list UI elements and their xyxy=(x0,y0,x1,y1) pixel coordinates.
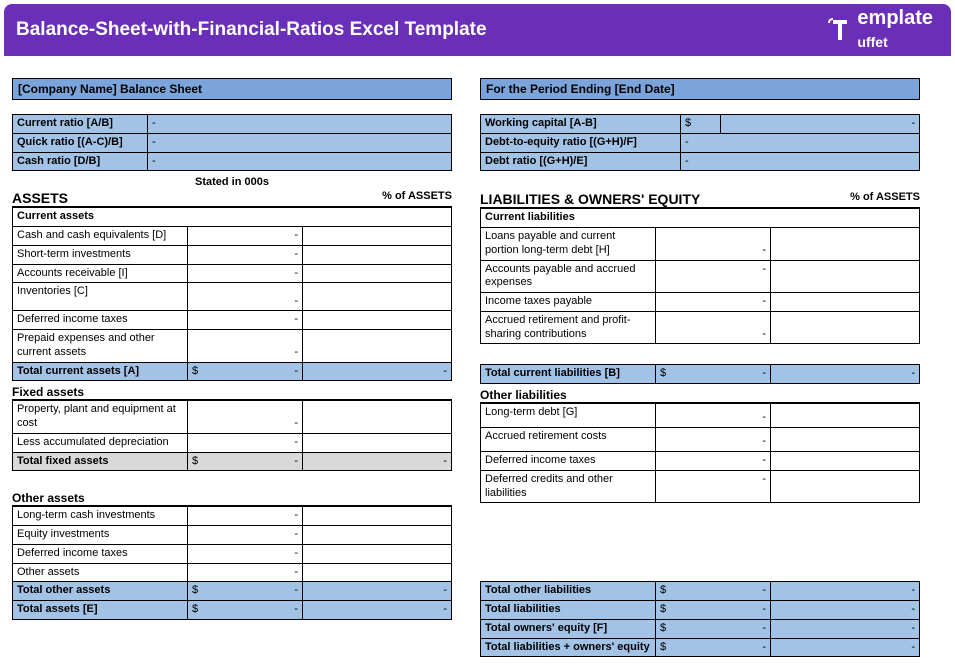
liab-row: Deferred credits and other liabilities- xyxy=(481,470,920,503)
ratio-val: - xyxy=(721,115,920,134)
asset-row: Accounts receivable [I]- xyxy=(13,264,452,283)
liab-row: Accrued retirement costs- xyxy=(481,428,920,452)
total-row: Total current assets [A] $- - xyxy=(13,362,452,381)
liab-row: Deferred income taxes- xyxy=(481,452,920,471)
liab-title: LIABILITIES & OWNERS' EQUITY % of ASSETS xyxy=(480,191,920,208)
ratio-val: - xyxy=(681,152,920,171)
ratio-label: Quick ratio [(A-C)/B] xyxy=(13,133,148,152)
liab-row: Accrued retirement and profit-sharing co… xyxy=(481,311,920,344)
banner: Balance-Sheet-with-Financial-Ratios Exce… xyxy=(4,4,951,56)
left-ratios-table: Current ratio [A/B] - Quick ratio [(A-C)… xyxy=(12,114,452,171)
section-title-text: ASSETS xyxy=(12,190,68,206)
total-current-liab-table: Total current liabilities [B] $- - xyxy=(480,364,920,384)
total-row: Total owners' equity [F] $- - xyxy=(481,619,920,638)
logo-icon xyxy=(827,17,853,43)
asset-row: Deferred income taxes- xyxy=(13,311,452,330)
liab-row: Long-term debt [G]- xyxy=(481,404,920,428)
assets-title: ASSETS % of ASSETS xyxy=(12,190,452,207)
fixed-assets-table: Property, plant and equipment at cost- L… xyxy=(12,400,452,471)
other-assets-hdr: Other assets xyxy=(12,491,452,506)
asset-row: Deferred income taxes- xyxy=(13,544,452,563)
ratio-label: Current ratio [A/B] xyxy=(13,115,148,134)
ratio-row: Debt ratio [(G+H)/E] - xyxy=(481,152,920,171)
logo: emplateuffet xyxy=(827,7,933,53)
asset-row: Inventories [C]- xyxy=(13,283,452,311)
ratio-extra: $ xyxy=(681,115,721,134)
current-assets-table: Current assets Cash and cash equivalents… xyxy=(12,207,452,381)
asset-row: Cash and cash equivalents [D]- xyxy=(13,227,452,246)
liab-row: Accounts payable and accrued expenses- xyxy=(481,260,920,293)
right-totals-table: Total other liabilities $- - Total liabi… xyxy=(480,581,920,657)
stated-note: Stated in 000s xyxy=(12,176,452,188)
current-assets-hdr: Current assets xyxy=(13,208,452,227)
total-row: Total current liabilities [B] $- - xyxy=(481,365,920,384)
ratio-label: Debt-to-equity ratio [(G+H)/F] xyxy=(481,133,681,152)
total-row: Total other assets $- - xyxy=(13,582,452,601)
right-ratios-table: Working capital [A-B] $ - Debt-to-equity… xyxy=(480,114,920,171)
left-header: [Company Name] Balance Sheet xyxy=(12,78,452,100)
asset-row: Prepaid expenses and other current asset… xyxy=(13,330,452,363)
ratio-row: Current ratio [A/B] - xyxy=(13,115,452,134)
total-row: Total assets [E] $- - xyxy=(13,601,452,620)
asset-row: Other assets- xyxy=(13,563,452,582)
ratio-label: Cash ratio [D/B] xyxy=(13,152,148,171)
ratio-row: Quick ratio [(A-C)/B] - xyxy=(13,133,452,152)
ratio-val: - xyxy=(148,152,452,171)
liab-row: Loans payable and current portion long-t… xyxy=(481,228,920,261)
ratio-label: Working capital [A-B] xyxy=(481,115,681,134)
asset-row: Short-term investments- xyxy=(13,245,452,264)
other-liab-hdr: Other liabilities xyxy=(480,388,920,403)
section-title-text: LIABILITIES & OWNERS' EQUITY xyxy=(480,191,700,207)
ratio-row: Cash ratio [D/B] - xyxy=(13,152,452,171)
total-row: Total fixed assets $- - xyxy=(13,452,452,471)
ratio-label: Debt ratio [(G+H)/E] xyxy=(481,152,681,171)
current-liab-hdr: Current liabilities xyxy=(481,209,920,228)
ratio-val: - xyxy=(681,133,920,152)
ratio-val: - xyxy=(148,133,452,152)
liab-row: Income taxes payable- xyxy=(481,293,920,312)
ratio-row: Debt-to-equity ratio [(G+H)/F] - xyxy=(481,133,920,152)
ratio-row: Working capital [A-B] $ - xyxy=(481,115,920,134)
fixed-assets-hdr: Fixed assets xyxy=(12,385,452,400)
total-row: Total liabilities $- - xyxy=(481,601,920,620)
pct-label: % of ASSETS xyxy=(382,190,452,206)
right-column: For the Period Ending [End Date] Working… xyxy=(480,78,920,657)
asset-row: Equity investments- xyxy=(13,526,452,545)
total-row: Total liabilities + owners' equity $- - xyxy=(481,638,920,657)
content: [Company Name] Balance Sheet Current rat… xyxy=(0,60,955,667)
left-column: [Company Name] Balance Sheet Current rat… xyxy=(12,78,452,657)
right-header: For the Period Ending [End Date] xyxy=(480,78,920,100)
pct-label: % of ASSETS xyxy=(850,191,920,207)
current-liab-table: Current liabilities Loans payable and cu… xyxy=(480,208,920,344)
asset-row: Less accumulated depreciation- xyxy=(13,433,452,452)
ratio-val: - xyxy=(148,115,452,134)
asset-row: Property, plant and equipment at cost- xyxy=(13,401,452,434)
asset-row: Long-term cash investments- xyxy=(13,507,452,526)
other-liab-table: Long-term debt [G]- Accrued retirement c… xyxy=(480,403,920,503)
total-row: Total other liabilities $- - xyxy=(481,582,920,601)
banner-title: Balance-Sheet-with-Financial-Ratios Exce… xyxy=(16,19,487,41)
